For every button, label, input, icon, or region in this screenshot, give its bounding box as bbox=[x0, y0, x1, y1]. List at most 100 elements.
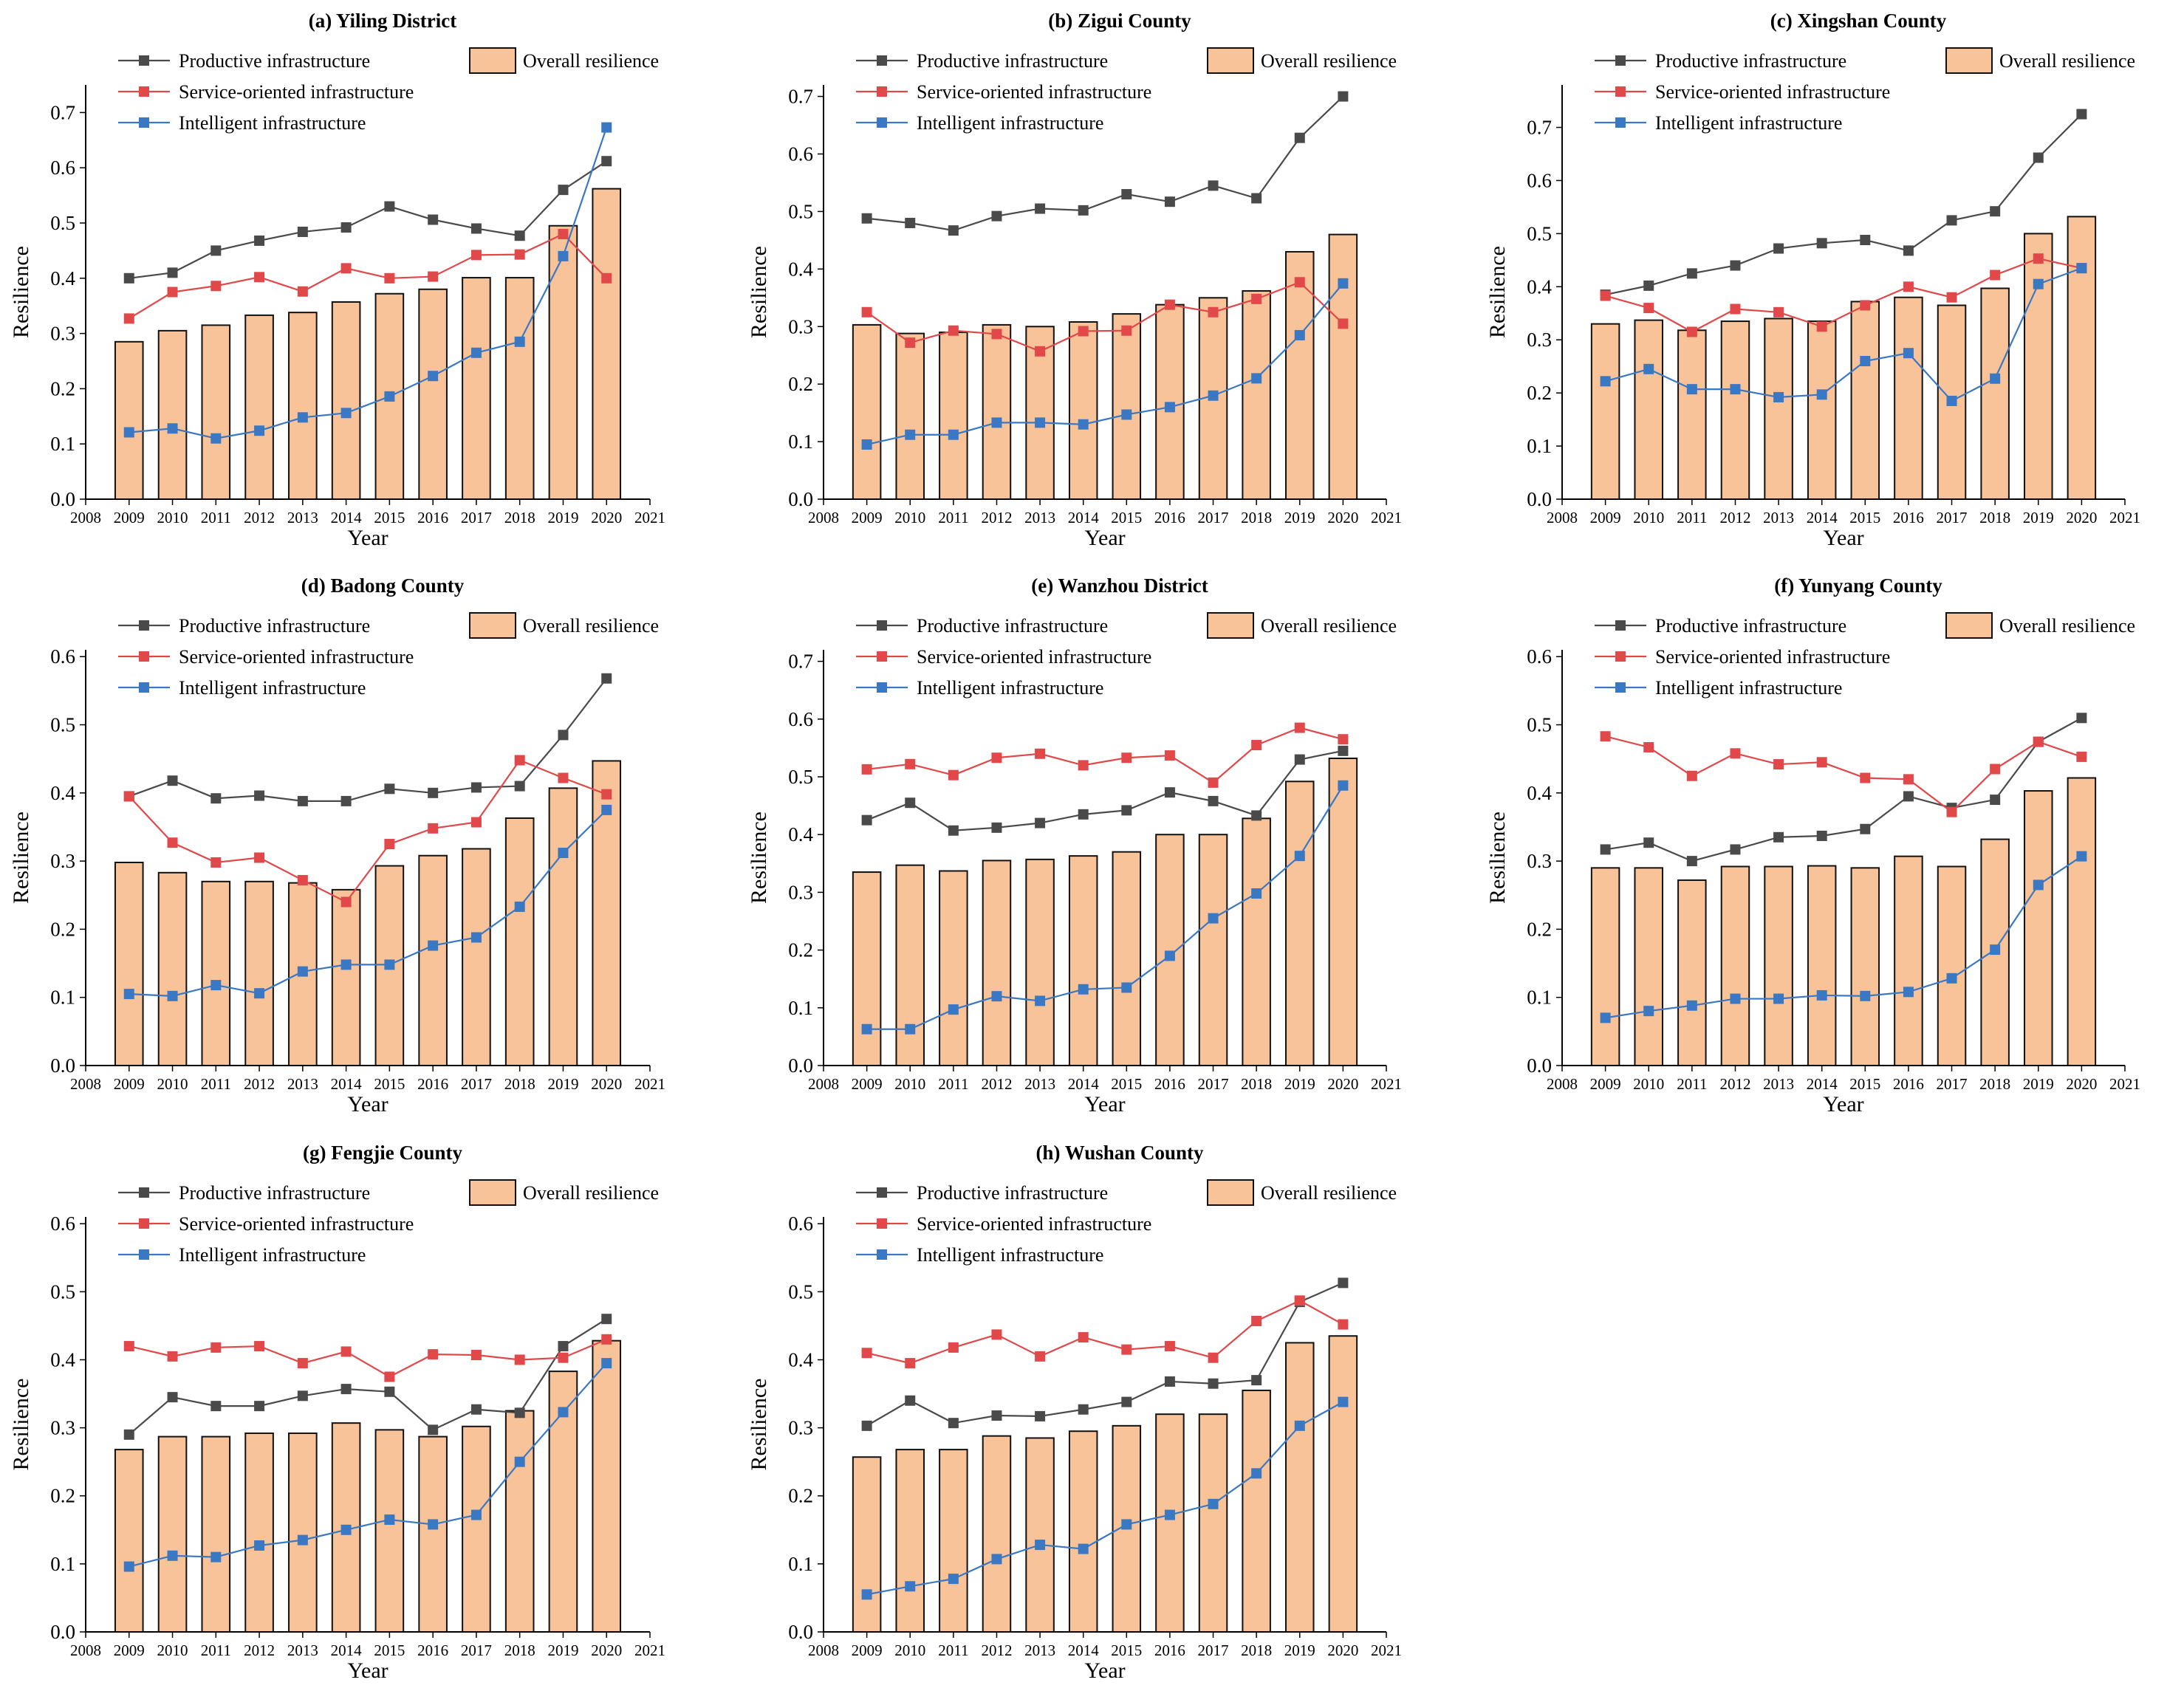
x-tick-label: 2010 bbox=[157, 1641, 188, 1659]
legend-marker bbox=[1615, 682, 1626, 693]
point-marker bbox=[1294, 722, 1305, 733]
point-marker bbox=[428, 823, 439, 834]
point-marker bbox=[2076, 109, 2087, 120]
x-tick-label: 2012 bbox=[1719, 509, 1750, 526]
point-marker bbox=[167, 775, 178, 786]
point-marker bbox=[1121, 752, 1132, 764]
y-tick-label: 0.0 bbox=[788, 1621, 813, 1643]
series-line bbox=[866, 727, 1343, 784]
legend-bar-swatch bbox=[1945, 47, 1993, 74]
point-marker bbox=[1208, 306, 1219, 318]
legend-label: Productive infrastructure bbox=[917, 50, 1108, 72]
x-tick-label: 2015 bbox=[374, 1641, 405, 1659]
x-tick-label: 2011 bbox=[938, 509, 968, 526]
bar bbox=[331, 301, 361, 500]
point-marker bbox=[514, 755, 525, 766]
x-tick-label: 2013 bbox=[1024, 509, 1055, 526]
point-marker bbox=[1860, 235, 1871, 246]
point-marker bbox=[558, 848, 569, 859]
y-tick-label: 0.0 bbox=[1527, 1054, 1552, 1077]
point-marker bbox=[2033, 736, 2044, 747]
point-marker bbox=[428, 214, 439, 225]
point-marker bbox=[254, 1540, 265, 1551]
legend-marker bbox=[139, 1218, 149, 1229]
series-line bbox=[866, 281, 1344, 352]
point-marker bbox=[1338, 278, 1349, 289]
x-tick-label: 2021 bbox=[1371, 509, 1402, 526]
x-tick-label: 2011 bbox=[201, 509, 231, 526]
bar bbox=[201, 1435, 231, 1633]
point-marker bbox=[297, 874, 308, 885]
bar bbox=[1068, 855, 1098, 1066]
legend-bar-swatch bbox=[1207, 1179, 1254, 1206]
point-marker bbox=[167, 287, 178, 298]
x-tick-label: 2020 bbox=[1327, 1075, 1358, 1093]
bar bbox=[1198, 1413, 1228, 1633]
point-marker bbox=[1164, 1341, 1175, 1352]
point-marker bbox=[123, 313, 134, 324]
y-tick-label: 0.1 bbox=[788, 430, 813, 453]
point-marker bbox=[861, 306, 872, 318]
chart-panel: (g) Fengjie County 2008 2009 2010 2011 2012 20… bbox=[9, 1142, 665, 1683]
point-marker bbox=[1078, 809, 1089, 820]
x-tick-label: 2017 bbox=[1937, 1075, 1968, 1093]
legend-label: Service-oriented infrastructure bbox=[917, 1213, 1151, 1235]
point-marker bbox=[428, 1519, 439, 1530]
x-tick-label: 2019 bbox=[1284, 1641, 1315, 1659]
point-marker bbox=[1121, 409, 1132, 420]
point-marker bbox=[210, 857, 222, 868]
point-marker bbox=[905, 337, 916, 349]
x-tick-label: 2016 bbox=[1154, 1075, 1185, 1093]
point-marker bbox=[861, 814, 872, 826]
y-tick-label: 0.3 bbox=[50, 323, 75, 345]
bar bbox=[418, 288, 448, 500]
point-marker bbox=[1251, 888, 1262, 899]
point-marker bbox=[1164, 950, 1175, 961]
point-marker bbox=[428, 271, 439, 282]
point-marker bbox=[1816, 238, 1827, 249]
x-tick-label: 2018 bbox=[1979, 509, 2010, 526]
point-marker bbox=[1251, 373, 1262, 384]
legend-marker bbox=[1615, 620, 1626, 631]
point-marker bbox=[470, 1509, 482, 1520]
legend-marker bbox=[139, 1187, 149, 1198]
point-marker bbox=[514, 1354, 525, 1365]
legend-marker bbox=[1615, 117, 1626, 128]
x-tick-label: 2014 bbox=[331, 509, 363, 526]
legend-marker bbox=[139, 682, 149, 693]
point-marker bbox=[1338, 780, 1349, 791]
point-marker bbox=[1600, 731, 1611, 742]
legend-label: Productive infrastructure bbox=[179, 615, 370, 637]
y-tick-label: 0.3 bbox=[50, 850, 75, 872]
point-marker bbox=[210, 433, 222, 444]
point-marker bbox=[1990, 944, 2001, 956]
x-tick-label: 2019 bbox=[2023, 1075, 2054, 1093]
x-tick-label: 2014 bbox=[1807, 509, 1838, 526]
y-tick-label: 0.2 bbox=[788, 939, 813, 961]
bar bbox=[374, 1429, 405, 1633]
point-marker bbox=[1773, 391, 1784, 402]
series-line bbox=[1605, 735, 2082, 814]
point-marker bbox=[340, 263, 352, 274]
x-tick-label: 2021 bbox=[1371, 1641, 1402, 1659]
point-marker bbox=[123, 1561, 134, 1572]
legend-marker bbox=[877, 620, 887, 631]
y-axis-label: Resilience bbox=[9, 1379, 33, 1471]
x-tick-label: 2019 bbox=[1284, 1075, 1315, 1093]
point-marker bbox=[1035, 1410, 1046, 1421]
point-marker bbox=[1208, 1498, 1219, 1509]
point-marker bbox=[167, 423, 178, 434]
bar bbox=[462, 277, 491, 500]
chart-title: (c) Xingshan County bbox=[1770, 10, 1947, 32]
bar bbox=[244, 880, 274, 1066]
legend-bar-swatch bbox=[469, 612, 516, 639]
x-axis-label: Year bbox=[347, 1092, 388, 1116]
bar bbox=[1894, 296, 1923, 500]
point-marker bbox=[210, 980, 222, 991]
legend-marker bbox=[139, 1249, 149, 1260]
point-marker bbox=[905, 218, 916, 228]
point-marker bbox=[123, 989, 134, 1000]
point-marker bbox=[1078, 1332, 1089, 1343]
x-tick-label: 2010 bbox=[1633, 509, 1664, 526]
y-tick-label: 0.4 bbox=[788, 258, 813, 280]
